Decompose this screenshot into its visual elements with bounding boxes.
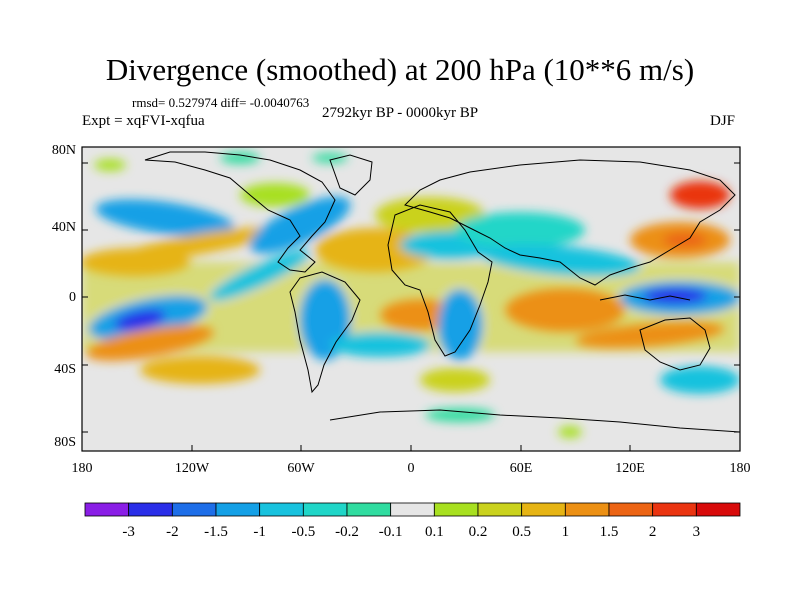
- colorbar-swatch: [259, 502, 304, 517]
- antarctica-coast: [329, 409, 740, 433]
- lat-tick-label: 40N: [52, 220, 76, 235]
- pos-patch: [505, 288, 625, 332]
- pos-patch: [420, 368, 490, 392]
- season-label: DJF: [710, 113, 736, 129]
- lat-tick-label: 0: [69, 290, 76, 305]
- neg-patch: [660, 366, 740, 394]
- colorbar-swatch: [302, 502, 348, 517]
- colorbar-label: -0.5: [291, 524, 315, 540]
- colorbar-label: 0.1: [425, 524, 444, 540]
- lon-tick-label: 180: [730, 461, 751, 476]
- experiment-label: Expt = xqFVI-xqfua: [82, 113, 205, 129]
- neg-patch: [249, 196, 351, 254]
- africa-coast: [387, 204, 493, 357]
- colorbar-swatch: [521, 502, 566, 517]
- colorbar-label: -2: [166, 524, 179, 540]
- colorbar-label: 3: [693, 524, 701, 540]
- colorbar-label: 0.5: [512, 524, 531, 540]
- colorbar-label: -0.1: [379, 524, 403, 540]
- lat-tick-label: 80S: [54, 435, 76, 450]
- neg-core: [114, 309, 166, 331]
- eurasia-coast: [404, 159, 736, 286]
- colorbar-label: -1.5: [204, 524, 228, 540]
- colorbar-swatch: [695, 502, 741, 517]
- field-layer: [82, 147, 740, 451]
- neg-patch: [220, 152, 260, 164]
- pos-patch: [575, 321, 725, 349]
- colorbar-label: 1: [562, 524, 570, 540]
- neg-patch: [425, 408, 495, 422]
- colorbar-label: -3: [122, 524, 135, 540]
- colorbar: -3 -2 -1.5 -1 -0.5 -0.2 -0.1 0.1 0.2 0.5 1 1.5 2 3: [84, 502, 741, 540]
- australia-coast: [639, 317, 711, 371]
- neg-core: [643, 288, 707, 304]
- lon-tick-marks: [191, 445, 631, 451]
- colorbar-label: 0.2: [469, 524, 488, 540]
- pos-core: [663, 233, 707, 247]
- neg-patch: [438, 290, 482, 360]
- neg-patch: [330, 333, 430, 357]
- neg-patch: [209, 250, 311, 300]
- maritime-continent-coast: [599, 294, 691, 301]
- colorbar-swatch: [171, 502, 217, 517]
- lat-tick-marks: [82, 162, 740, 433]
- colorbar-label: -1: [253, 524, 266, 540]
- pos-patch: [94, 159, 126, 171]
- pos-patch: [85, 325, 215, 361]
- neg-patch: [312, 153, 348, 163]
- pos-patch: [140, 356, 260, 384]
- neg-patch: [95, 199, 235, 237]
- lon-tick-label: 180: [72, 461, 93, 476]
- lat-tick-label: 40S: [54, 362, 76, 377]
- pos-patch: [558, 426, 582, 438]
- lon-tick-label: 0: [408, 461, 415, 476]
- colorbar-label: -0.2: [335, 524, 359, 540]
- neg-patch: [455, 212, 585, 248]
- lon-tick-label: 60W: [287, 461, 315, 476]
- colorbar-swatch: [346, 502, 392, 517]
- coastlines: [144, 151, 740, 433]
- map-title: Divergence (smoothed) at 200 hPa (10**6 …: [105, 52, 695, 87]
- colorbar-swatch: [652, 502, 697, 517]
- colorbar-swatch: [215, 502, 261, 517]
- rmsd-diff-line: rmsd= 0.527974 diff= -0.0040763: [132, 95, 310, 110]
- colorbar-swatch: [433, 502, 479, 517]
- greenland-coast: [329, 154, 373, 196]
- colorbar-swatch: [84, 502, 130, 517]
- pos-patch: [375, 197, 485, 233]
- colorbar-swatch: [477, 502, 523, 517]
- colorbar-label: 1.5: [600, 524, 619, 540]
- colorbar-swatch: [390, 502, 435, 517]
- lon-tick-label: 60E: [510, 461, 533, 476]
- period-label: 2792kyr BP - 0000kyr BP: [322, 105, 479, 121]
- neg-patch: [480, 244, 640, 276]
- pos-patch: [670, 181, 730, 209]
- colorbar-swatch: [564, 502, 610, 517]
- colorbar-swatch: [128, 502, 173, 517]
- south-america-coast: [289, 271, 361, 394]
- pos-patch: [106, 226, 284, 264]
- north-america-coast: [144, 151, 336, 273]
- lon-tick-label: 120E: [615, 461, 645, 476]
- lat-tick-label: 80N: [52, 143, 76, 158]
- colorbar-swatch: [608, 502, 654, 517]
- lon-tick-label: 120W: [175, 461, 210, 476]
- colorbar-label: 2: [649, 524, 657, 540]
